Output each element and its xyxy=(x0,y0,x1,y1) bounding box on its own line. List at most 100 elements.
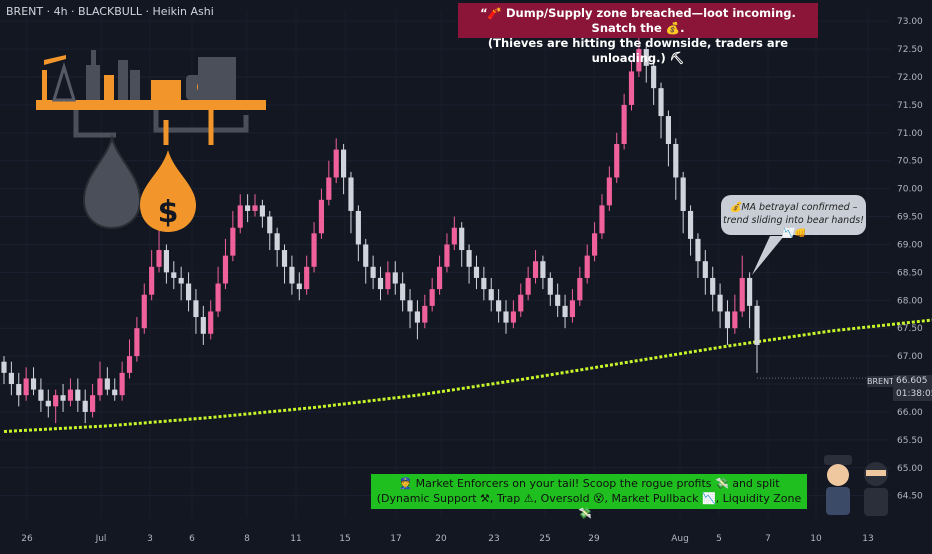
price-tag-countdown: 01:38:05 xyxy=(896,389,932,399)
supply-zone-line-1: “🧨 Dump/Supply zone breached—loot incomi… xyxy=(480,6,796,35)
supply-zone-callout: “🧨 Dump/Supply zone breached—loot incomi… xyxy=(458,3,818,65)
y-tick-label: 68.50 xyxy=(897,268,923,278)
candle-body xyxy=(82,400,88,412)
y-tick-label: 65.00 xyxy=(897,464,923,474)
candle-body xyxy=(333,149,339,178)
ma-betrayal-bubble: 💰MA betrayal confirmed – trend sliding i… xyxy=(721,195,866,239)
candle-body xyxy=(496,300,502,312)
candle-body xyxy=(326,177,332,200)
candle-body xyxy=(569,300,576,318)
candle-body xyxy=(687,210,694,239)
candle-body xyxy=(407,300,413,312)
y-tick-label: 69.50 xyxy=(897,213,923,223)
candle-body xyxy=(503,311,509,323)
svg-text:$: $ xyxy=(158,195,179,230)
candle-body xyxy=(311,233,317,267)
y-tick-label: 68.00 xyxy=(897,296,923,306)
supply-zone-line-2: (Thieves are hitting the downside, trade… xyxy=(487,36,789,65)
y-tick-label: 72.00 xyxy=(897,73,923,83)
candle-body xyxy=(23,378,29,396)
candle-body xyxy=(185,283,192,301)
candle-body xyxy=(289,266,295,284)
candle-body xyxy=(385,272,391,290)
crude-oil-drop-icon xyxy=(82,134,142,230)
x-tick-label: 20 xyxy=(435,534,447,544)
oil-refinery-illustration xyxy=(36,50,266,145)
candle-body xyxy=(16,384,22,396)
candle-body xyxy=(178,277,184,284)
bubble-line-2: trend sliding into bear hands! 📉👊 xyxy=(722,215,864,239)
candle-body xyxy=(1,361,7,373)
bubble-line-1: 💰MA betrayal confirmed – xyxy=(729,202,858,213)
candle-body xyxy=(754,305,760,345)
candle-body xyxy=(208,311,214,334)
candle-body xyxy=(126,356,133,373)
candle-body xyxy=(8,372,14,385)
candle-body xyxy=(318,199,325,234)
candle-body xyxy=(400,283,406,301)
price-tag-symbol: BRENT xyxy=(867,376,894,387)
candle-body xyxy=(149,266,155,295)
candle-body xyxy=(444,244,450,267)
x-tick-label: 6 xyxy=(189,534,195,544)
candle-body xyxy=(473,266,480,278)
y-tick-label: 70.50 xyxy=(897,157,923,167)
candle-body xyxy=(252,205,258,211)
candle-body xyxy=(547,277,553,295)
x-tick-label: 7 xyxy=(765,534,771,544)
candle-body xyxy=(592,233,598,256)
candle-body xyxy=(156,250,162,267)
candle-body xyxy=(614,143,620,178)
candle-body xyxy=(53,395,59,407)
candle-body xyxy=(532,261,539,278)
candle-body xyxy=(717,294,723,312)
enforcers-callout: 👮 Market Enforcers on your tail! Scoop t… xyxy=(371,474,807,520)
x-axis: 26 Jul 3 6 8 11 15 17 20 23 25 29 Aug 5 7 10 13 xyxy=(21,534,873,544)
x-tick-label: 10 xyxy=(810,534,822,544)
moving-average-layer xyxy=(3,318,932,433)
ma-line xyxy=(3,318,932,433)
candle-body xyxy=(141,294,147,329)
candle-body xyxy=(451,227,457,245)
candle-body xyxy=(510,311,516,323)
price-tag-value: 66.605 xyxy=(896,376,928,386)
y-tick-label: 64.50 xyxy=(897,492,923,502)
dollar-oil-drop-icon: $ xyxy=(140,150,196,232)
enforcers-line-2: (Dynamic Support ⚒, Trap ⚠, Oversold 😵, … xyxy=(376,492,802,520)
candle-body xyxy=(651,65,657,89)
candle-body xyxy=(577,277,583,301)
candle-body xyxy=(245,205,251,211)
x-tick-label: 15 xyxy=(339,534,350,544)
candle-body xyxy=(621,104,627,144)
y-tick-label: 72.50 xyxy=(897,45,923,55)
candle-body xyxy=(90,395,96,412)
candle-body xyxy=(60,395,66,401)
candle-body xyxy=(584,255,590,278)
candle-body xyxy=(680,177,686,211)
candle-body xyxy=(436,266,443,290)
candle-body xyxy=(422,305,428,323)
candle-body xyxy=(481,277,487,290)
candle-body xyxy=(341,149,347,178)
candle-body xyxy=(38,389,44,401)
candle-body xyxy=(459,227,465,251)
candle-body xyxy=(466,250,472,267)
x-tick-label: 25 xyxy=(539,534,550,544)
candle-body xyxy=(673,143,679,178)
candles-layer xyxy=(1,32,760,424)
candle-body xyxy=(702,261,708,278)
masked-thief-icon xyxy=(864,462,888,516)
y-tick-label: 70.00 xyxy=(897,185,923,195)
x-tick-label: 17 xyxy=(390,534,401,544)
candle-body xyxy=(193,300,199,318)
x-tick-label: 11 xyxy=(290,534,301,544)
enforcers-line-1: 👮 Market Enforcers on your tail! Scoop t… xyxy=(398,477,780,490)
y-tick-label: 67.50 xyxy=(897,324,923,334)
y-tick-label: 66.00 xyxy=(897,408,923,418)
x-tick-label: 8 xyxy=(244,534,250,544)
candle-body xyxy=(97,378,103,396)
candle-body xyxy=(732,311,738,329)
candle-body xyxy=(45,400,51,407)
candle-body xyxy=(259,205,265,217)
